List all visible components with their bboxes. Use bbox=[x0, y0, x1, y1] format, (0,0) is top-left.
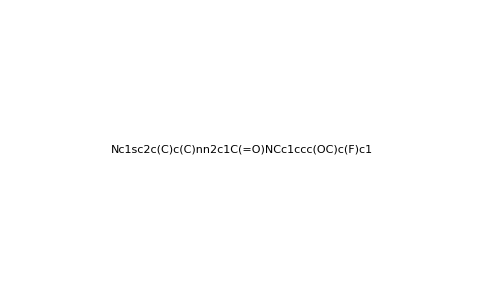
Text: Nc1sc2c(C)c(C)nn2c1C(=O)NCc1ccc(OC)c(F)c1: Nc1sc2c(C)c(C)nn2c1C(=O)NCc1ccc(OC)c(F)c… bbox=[111, 145, 373, 155]
